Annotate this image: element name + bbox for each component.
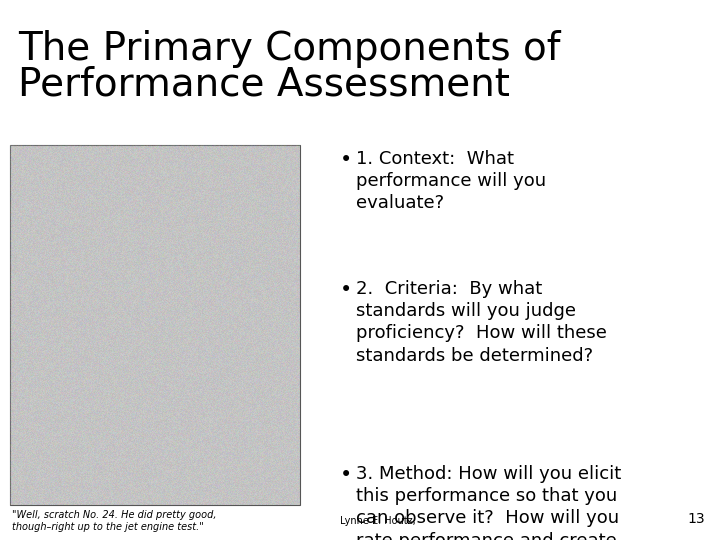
Text: •: • <box>340 150 352 170</box>
Text: "Well, scratch No. 24. He did pretty good,
though–right up to the jet engine tes: "Well, scratch No. 24. He did pretty goo… <box>12 510 217 531</box>
Text: Performance Assessment: Performance Assessment <box>18 65 510 103</box>
Text: •: • <box>340 280 352 300</box>
Text: •: • <box>340 465 352 485</box>
Text: 13: 13 <box>688 512 705 526</box>
Text: 3. Method: How will you elicit
this performance so that you
can observe it?  How: 3. Method: How will you elicit this perf… <box>356 465 622 540</box>
Bar <box>10 145 300 505</box>
Text: The Primary Components of: The Primary Components of <box>18 30 560 68</box>
Text: Lynne E. Houtz,: Lynne E. Houtz, <box>340 516 415 526</box>
Text: 1. Context:  What
performance will you
evaluate?: 1. Context: What performance will you ev… <box>356 150 546 212</box>
Text: 2.  Criteria:  By what
standards will you judge
proficiency?  How will these
sta: 2. Criteria: By what standards will you … <box>356 280 607 364</box>
